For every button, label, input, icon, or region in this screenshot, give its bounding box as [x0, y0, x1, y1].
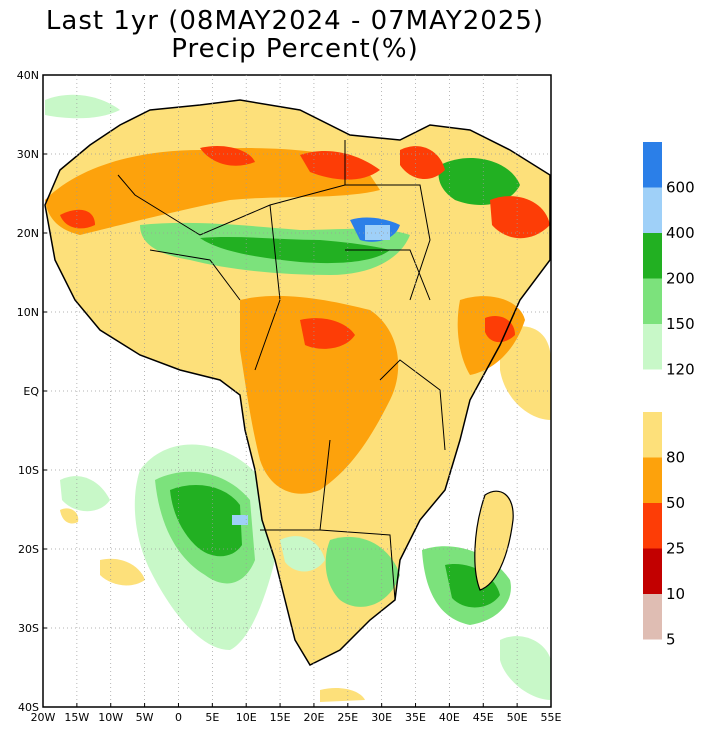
legend-label: 5 — [666, 631, 676, 649]
latitude-labels: 40N 30N 20N 10N EQ 10S 20S 30S 40S — [17, 69, 47, 714]
lon-tick-label: 15E — [270, 711, 291, 724]
legend-swatch — [643, 412, 662, 458]
lat-tick-label: EQ — [23, 385, 39, 398]
legend-swatch — [643, 233, 662, 279]
lon-tick-label: 0 — [175, 711, 182, 724]
legend-label: 50 — [666, 494, 685, 512]
legend-label: 200 — [666, 270, 695, 288]
precip-map: 40N 30N 20N 10N EQ 10S 20S 30S 40S 20W 15W 10W 5W 0 5… — [17, 69, 562, 724]
lon-tick-label: 30E — [371, 711, 392, 724]
color-legend: 600 400 200 150 120 80 50 25 10 5 — [643, 142, 695, 649]
lon-tick-label: 5E — [205, 711, 219, 724]
map-title: Last 1yr (08MAY2024 - 07MAY2025) — [45, 6, 545, 36]
legend-swatch — [643, 457, 662, 503]
coastline — [44, 99, 551, 666]
lon-tick-label: 10E — [236, 711, 257, 724]
legend-label: 80 — [666, 449, 685, 467]
legend-label: 600 — [666, 179, 695, 197]
map-subtitle: Precip Percent(%) — [171, 34, 419, 64]
lat-tick-label: 20N — [17, 227, 39, 240]
lon-tick-label: 10W — [98, 711, 123, 724]
legend-swatch — [643, 187, 662, 233]
legend-label: 400 — [666, 224, 695, 242]
legend-label: 10 — [666, 585, 685, 603]
legend-dry-group: 80 50 25 10 5 — [643, 412, 685, 649]
legend-swatch — [643, 503, 662, 549]
legend-wet-group: 600 400 200 150 120 — [643, 142, 695, 379]
lon-tick-label: 15W — [64, 711, 89, 724]
lat-tick-label: 40N — [17, 69, 39, 82]
lat-tick-label: 10N — [17, 306, 39, 319]
lon-tick-label: 45E — [473, 711, 494, 724]
lon-tick-label: 35E — [405, 711, 426, 724]
lat-tick-label: 30N — [17, 148, 39, 161]
lon-tick-label: 55E — [541, 711, 562, 724]
lat-tick-label: 40S — [18, 701, 39, 714]
lon-tick-label: 40E — [439, 711, 460, 724]
lat-tick-label: 10S — [18, 464, 39, 477]
lon-tick-label: 50E — [507, 711, 528, 724]
legend-label: 120 — [666, 361, 695, 379]
legend-swatch — [643, 278, 662, 324]
legend-label: 150 — [666, 315, 695, 333]
lat-tick-label: 30S — [18, 622, 39, 635]
longitude-labels: 20W 15W 10W 5W 0 5E 10E 15E 20E 25E 30E 35E 40E 45E 50… — [31, 703, 562, 724]
graticule — [43, 75, 551, 707]
lon-tick-label: 20W — [31, 711, 56, 724]
lon-tick-label: 20E — [303, 711, 324, 724]
legend-label: 25 — [666, 540, 685, 558]
lon-tick-label: 5W — [136, 711, 154, 724]
legend-swatch — [643, 142, 662, 188]
lat-tick-label: 20S — [18, 543, 39, 556]
legend-swatch — [643, 324, 662, 370]
legend-swatch — [643, 594, 662, 640]
legend-swatch — [643, 548, 662, 594]
madagascar — [474, 491, 514, 590]
lon-tick-label: 25E — [337, 711, 358, 724]
